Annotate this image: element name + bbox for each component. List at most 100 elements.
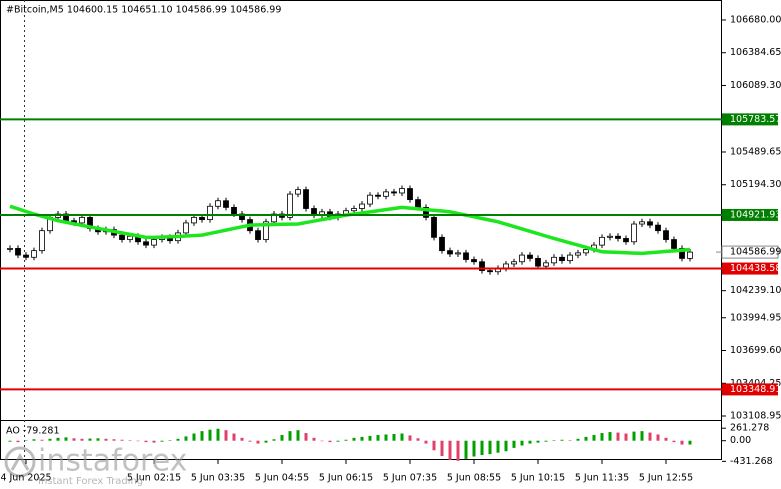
ao-tick-label: -431.268	[730, 456, 773, 467]
ao-bar	[264, 440, 268, 443]
ao-bar	[456, 440, 460, 461]
candle-body	[519, 254, 525, 263]
level-label: 104921.93	[730, 209, 781, 220]
ao-bar	[232, 433, 236, 441]
ao-bar	[176, 438, 180, 441]
candle-body	[351, 208, 357, 212]
level-label: 104438.58	[730, 263, 781, 274]
candle-body	[583, 249, 589, 254]
ao-bar	[680, 440, 684, 445]
x-tick-label: 5 Jun 10:15	[511, 473, 565, 484]
candle-body	[119, 234, 125, 240]
candle-body	[543, 262, 549, 267]
candle-body	[487, 270, 493, 273]
ao-bar	[512, 440, 516, 448]
ao-bar	[616, 432, 620, 441]
ao-bar	[72, 438, 76, 441]
candle-body	[23, 254, 29, 258]
candle-body	[511, 261, 517, 265]
candle-body	[527, 254, 533, 259]
ao-bar	[440, 440, 444, 457]
candle-body	[151, 239, 157, 246]
candle-body	[623, 238, 629, 243]
ao-tick-label: 0.00	[730, 435, 751, 446]
ao-bar	[656, 434, 660, 441]
ao-bar	[320, 440, 324, 442]
ao-bar	[48, 438, 52, 441]
ao-bar	[648, 432, 652, 441]
ao-bar	[360, 436, 364, 441]
ao-bar	[80, 438, 84, 441]
candle-body	[223, 200, 229, 208]
candle-body	[7, 248, 13, 250]
ao-bar	[336, 440, 340, 442]
x-tick-label: 5 Jun 11:35	[575, 473, 629, 484]
ao-bar	[520, 440, 524, 446]
candle-body	[215, 200, 221, 207]
ao-bar	[448, 440, 452, 460]
ao-bar	[256, 440, 260, 444]
ao-bar	[296, 430, 300, 441]
candle-body	[415, 199, 421, 208]
logo-icon	[4, 446, 36, 478]
ao-bar	[288, 431, 292, 441]
ao-bar	[96, 438, 100, 441]
ao-bar	[112, 439, 116, 441]
candle-body	[287, 193, 293, 218]
watermark	[4, 446, 36, 478]
level-label-box	[722, 262, 778, 275]
ao-bar	[608, 432, 612, 441]
ao-bar	[528, 440, 532, 444]
ao-bar	[40, 439, 44, 441]
candle-body	[535, 258, 541, 267]
ao-bar	[368, 435, 372, 441]
candle-body	[599, 236, 605, 246]
ao-bar	[576, 438, 580, 441]
ao-bar	[280, 434, 284, 441]
candle-body	[399, 188, 405, 194]
candle-body	[615, 235, 621, 239]
ao-bar	[384, 434, 388, 441]
ao-bar	[32, 439, 36, 441]
ao-bar	[584, 436, 588, 441]
candle-body	[431, 216, 437, 238]
ao-bar	[400, 433, 404, 441]
y-tick-label: 103404.25	[730, 378, 781, 389]
x-tick-label: 5 Jun 08:55	[447, 473, 501, 484]
ao-bar	[536, 440, 540, 443]
candle-body	[559, 256, 565, 262]
candle-body	[671, 239, 677, 249]
x-tick-label: 5 Jun 07:35	[383, 473, 437, 484]
candle-body	[567, 254, 573, 262]
candle-body	[455, 252, 461, 255]
ao-bar	[664, 437, 668, 441]
logo-mark	[10, 452, 30, 471]
x-tick-label: 5 Jun 04:55	[255, 473, 309, 484]
candle-body	[575, 252, 581, 256]
candle-body	[191, 216, 197, 224]
candle-body	[447, 250, 453, 255]
ao-bar	[240, 437, 244, 441]
ao-bar	[304, 433, 308, 441]
x-tick-label: 5 Jun 12:55	[639, 473, 693, 484]
ao-bar	[560, 439, 564, 441]
ao-bar	[312, 437, 316, 441]
candle-body	[647, 221, 653, 226]
candle-body	[31, 250, 37, 258]
watermark-tagline: Instant Forex Trading	[38, 476, 143, 487]
candle-body	[407, 188, 413, 201]
candle-body	[359, 203, 365, 209]
x-tick-label: 4 Jun 2025	[0, 473, 51, 484]
ao-bar	[392, 434, 396, 441]
candle-body	[631, 223, 637, 243]
ao-bar	[64, 437, 68, 441]
ao-bar	[504, 440, 508, 452]
ao-bar	[552, 440, 556, 441]
y-tick-label: 106384.65	[730, 47, 781, 58]
candle-body	[463, 252, 469, 260]
ao-bar	[408, 435, 412, 441]
candle-body	[207, 205, 213, 220]
ao-bar	[216, 428, 220, 441]
ao-bar	[184, 436, 188, 441]
ao-bar	[16, 440, 20, 443]
